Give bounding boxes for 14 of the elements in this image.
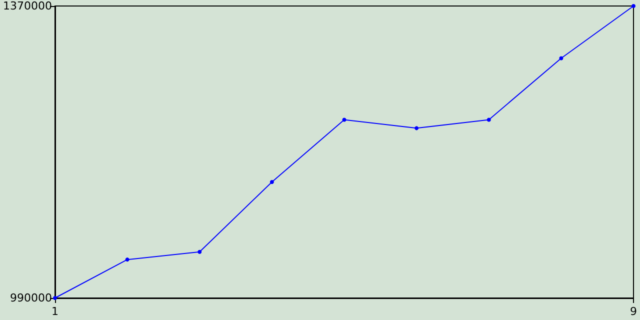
point [559,56,564,60]
x-tick-label: 9 [630,305,637,318]
point [342,118,346,122]
y-tick-label: 1370000 [2,0,52,12]
point [486,118,491,122]
y-tick-label: 990000 [10,292,52,304]
x-tick-label: 1 [51,305,58,318]
line-series [52,4,636,300]
point [52,296,57,300]
point [414,126,419,130]
point [632,4,636,8]
point [270,180,274,184]
point [125,258,130,262]
point [198,250,202,254]
